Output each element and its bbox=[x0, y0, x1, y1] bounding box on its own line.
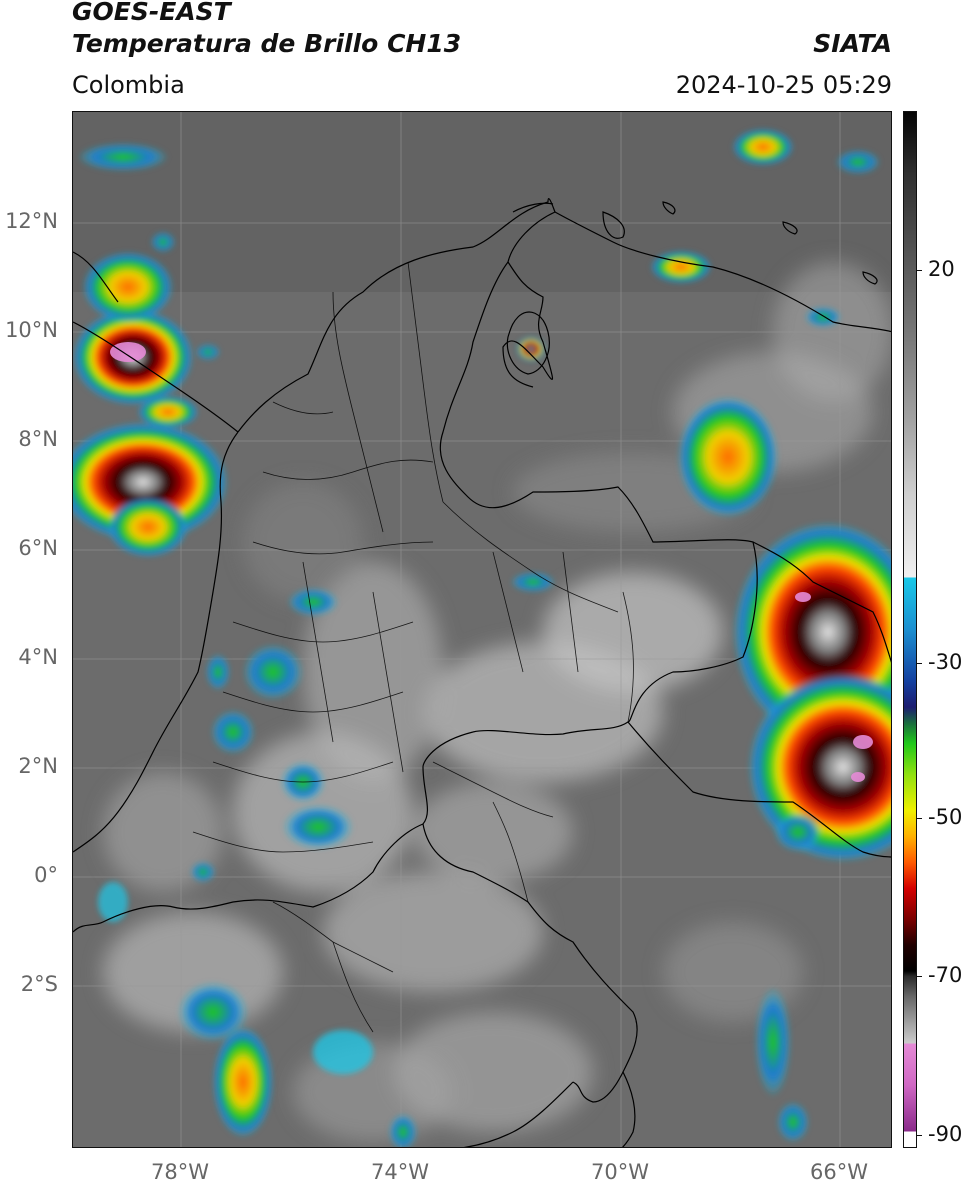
department-borders bbox=[192, 261, 634, 1033]
colorbar-label-minus30: -30 bbox=[928, 650, 963, 674]
overshooting-tops bbox=[110, 342, 873, 782]
lat-label-2n: 2°N bbox=[18, 754, 58, 778]
colorbar-label-20: 20 bbox=[928, 257, 955, 281]
gridlines bbox=[73, 112, 891, 1147]
lon-label-74w: 74°W bbox=[371, 1160, 429, 1184]
lat-label-12n: 12°N bbox=[5, 209, 58, 233]
lat-label-10n: 10°N bbox=[5, 318, 58, 342]
colorbar-label-minus90: -90 bbox=[928, 1122, 963, 1146]
lat-label-4n: 4°N bbox=[18, 645, 58, 669]
satellite-map bbox=[72, 111, 892, 1148]
country-borders bbox=[73, 198, 891, 1147]
colorbar-tick bbox=[917, 976, 922, 977]
lat-label-8n: 8°N bbox=[18, 427, 58, 451]
convective-cells bbox=[73, 129, 891, 1147]
lat-label-2s: 2°S bbox=[20, 972, 58, 996]
region-label: Colombia bbox=[72, 71, 185, 99]
source-label: SIATA bbox=[813, 29, 892, 58]
lat-label-equator: 0° bbox=[34, 863, 58, 887]
colorbar-label-minus50: -50 bbox=[928, 805, 963, 829]
colorbar-tick bbox=[917, 818, 922, 819]
map-canvas bbox=[73, 112, 891, 1147]
title-product: Temperatura de Brillo CH13 bbox=[72, 29, 462, 58]
lon-label-70w: 70°W bbox=[591, 1160, 649, 1184]
colorbar-label-minus70: -70 bbox=[928, 963, 963, 987]
lon-label-66w: 66°W bbox=[810, 1160, 868, 1184]
timestamp-label: 2024-10-25 05:29 bbox=[675, 71, 892, 99]
colorbar-tick bbox=[917, 270, 922, 271]
colorbar-tick bbox=[917, 663, 922, 664]
lon-label-78w: 78°W bbox=[151, 1160, 209, 1184]
lat-label-6n: 6°N bbox=[18, 536, 58, 560]
temperature-colorbar bbox=[903, 111, 917, 1148]
title-satellite: GOES-EAST bbox=[72, 0, 231, 26]
colorbar-tick bbox=[917, 1135, 922, 1136]
